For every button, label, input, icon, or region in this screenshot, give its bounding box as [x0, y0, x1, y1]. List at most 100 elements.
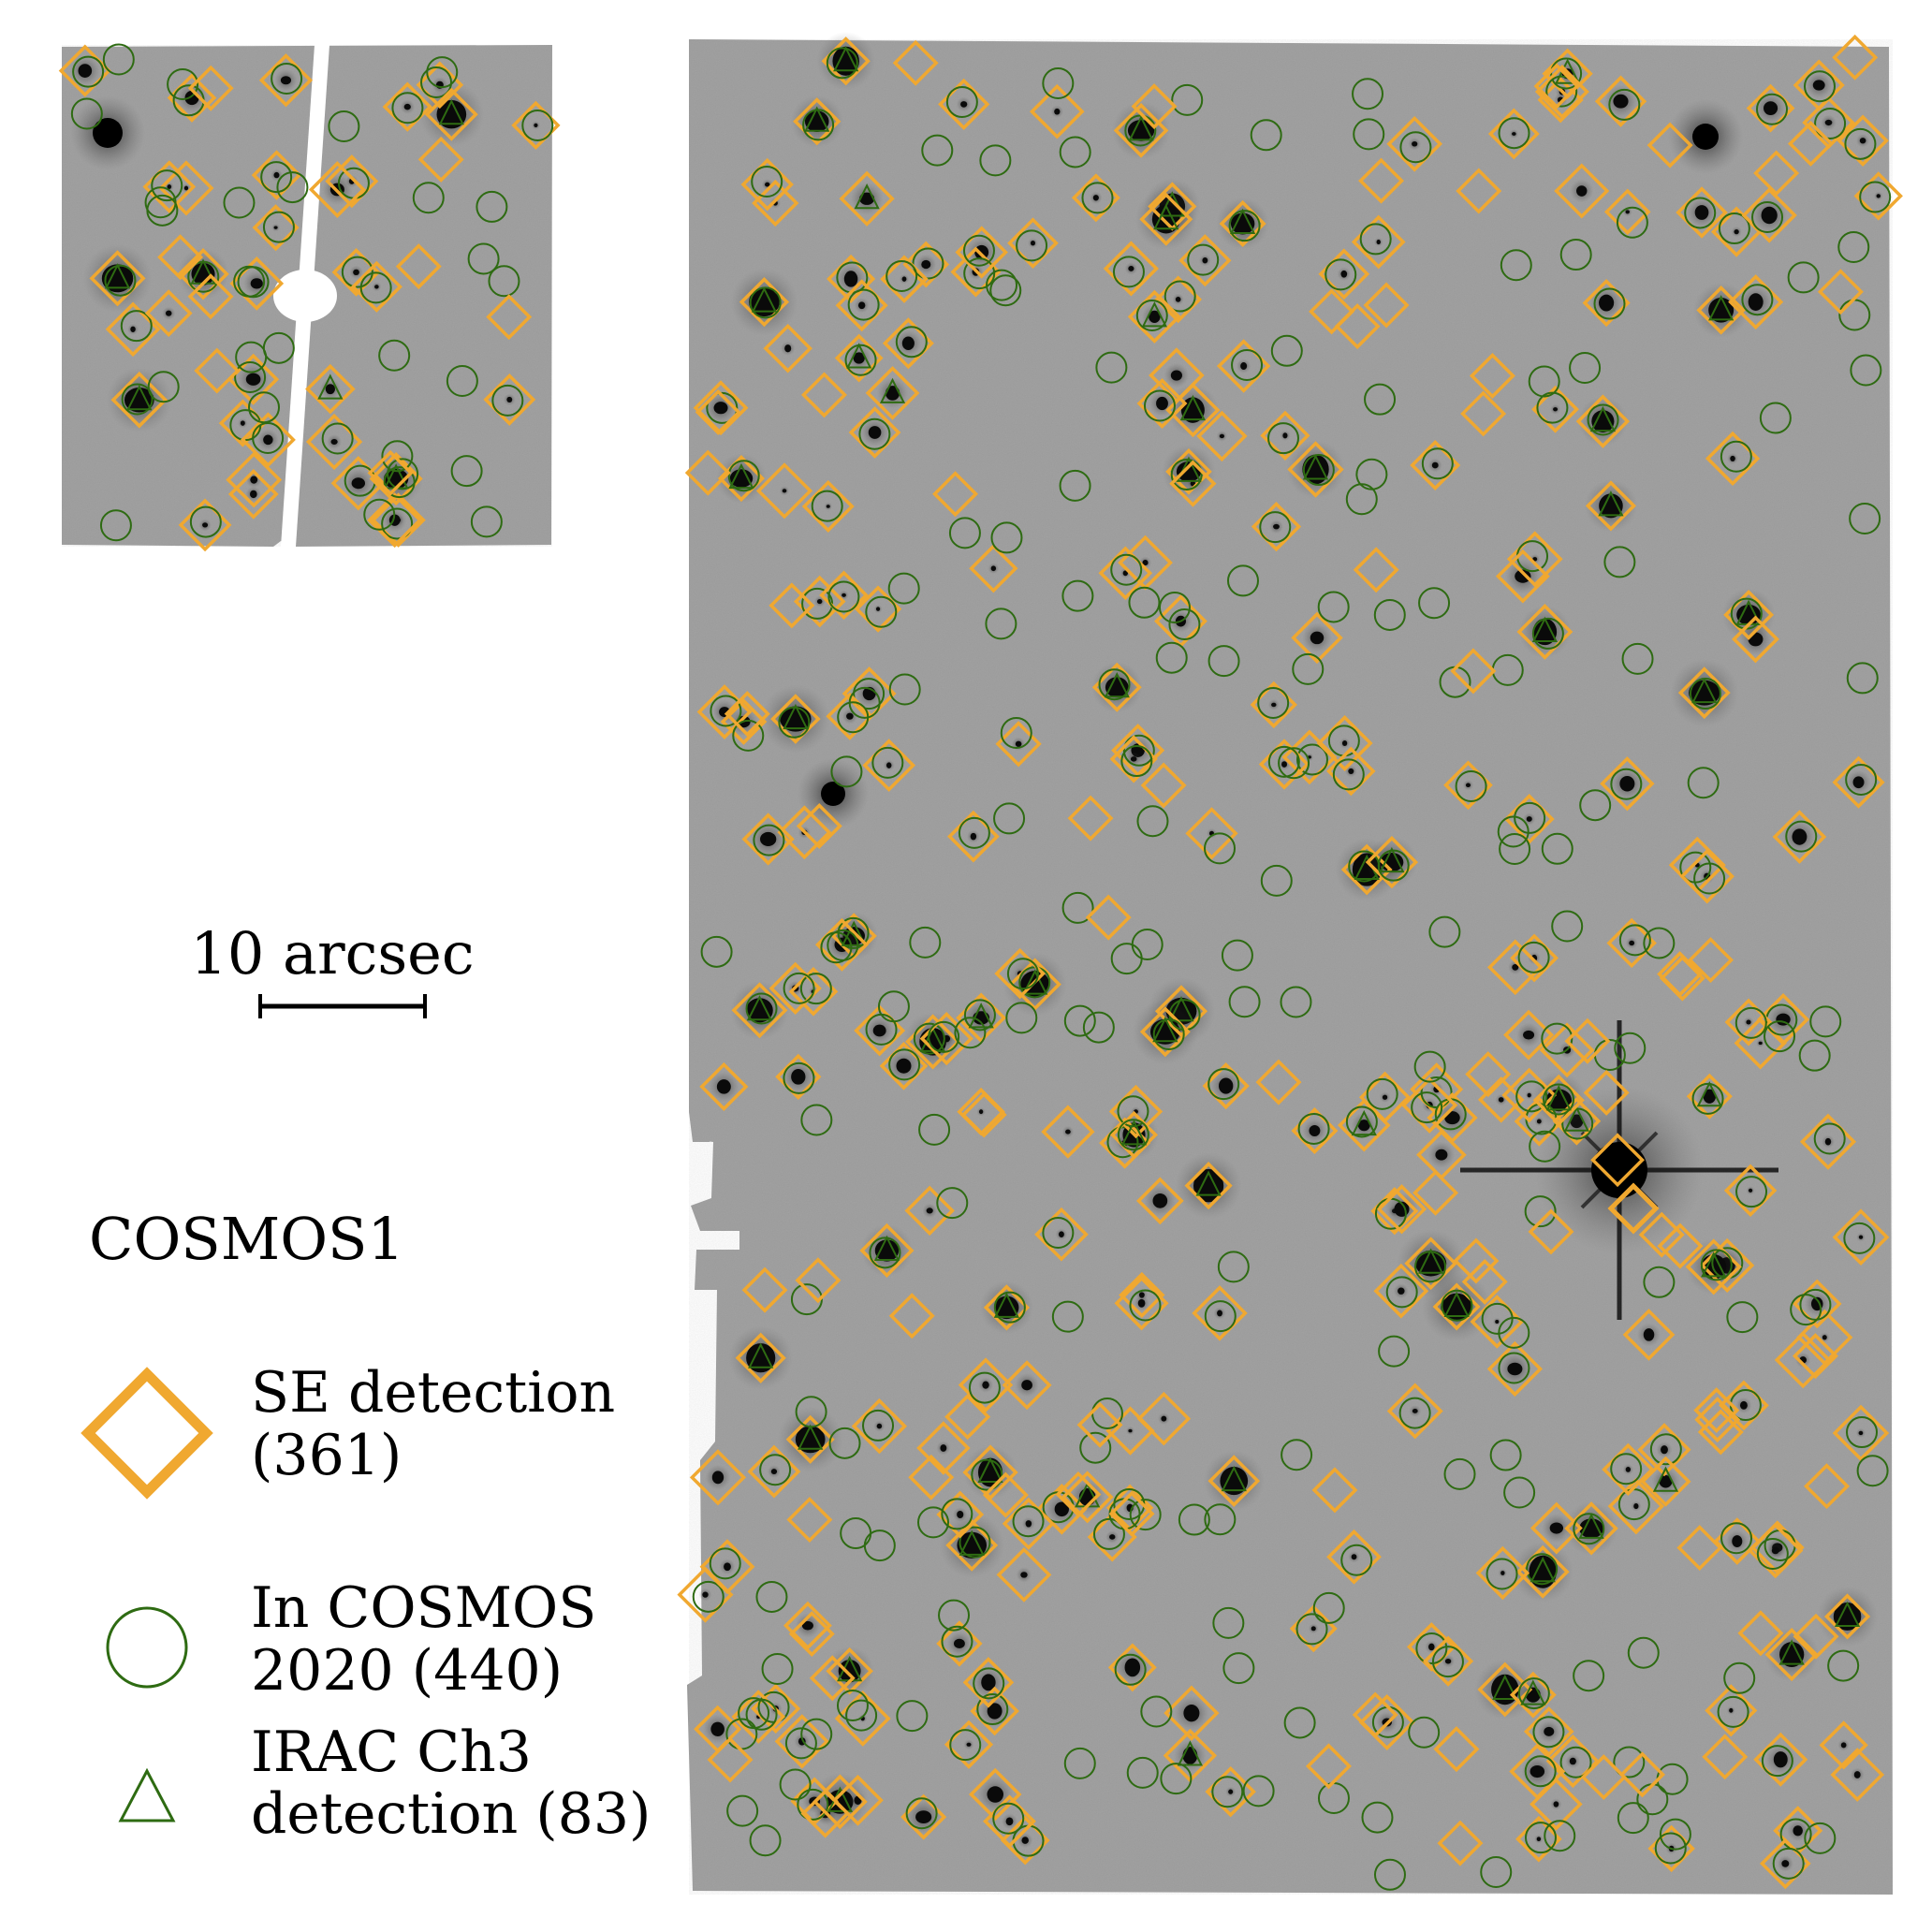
cosmos2020-marker — [102, 43, 135, 76]
cosmos2020-marker — [1541, 1022, 1573, 1055]
se-detection-marker — [1352, 1691, 1398, 1738]
cosmos2020-marker — [692, 1580, 724, 1613]
cosmos2020-marker — [1231, 348, 1264, 381]
source-core — [250, 476, 258, 484]
cosmos2020-marker — [1850, 354, 1882, 387]
se-detection-marker — [1185, 807, 1238, 860]
cosmos2020-marker — [1550, 57, 1583, 90]
source-core — [1736, 604, 1762, 625]
source-core — [1281, 761, 1288, 768]
irac-ch3-marker — [1302, 454, 1329, 480]
cosmos2020-marker — [1443, 1457, 1476, 1490]
source-core — [165, 310, 172, 316]
cosmos2020-marker — [1691, 1082, 1724, 1115]
source-core — [966, 1742, 972, 1747]
se-detection-marker — [1412, 1169, 1459, 1216]
source-core — [1853, 1771, 1861, 1778]
cosmos2020-marker — [795, 1396, 827, 1428]
se-detection-marker — [1694, 1397, 1741, 1443]
cosmos2020-marker — [1158, 591, 1191, 623]
se-detection-marker — [936, 1620, 983, 1667]
cosmos2020-marker — [1128, 586, 1161, 619]
cosmos2020-marker — [1603, 546, 1636, 578]
source-core — [1576, 185, 1588, 197]
se-detection-marker — [1353, 547, 1399, 593]
cosmos2020-marker — [1081, 182, 1114, 214]
source-core — [1444, 1658, 1452, 1664]
cosmos2020-marker — [1610, 768, 1643, 800]
cosmos2020-marker — [1051, 1300, 1084, 1333]
se-detection-marker — [834, 333, 884, 383]
irac-ch3-marker — [1104, 672, 1130, 698]
irac-ch3-marker — [783, 703, 809, 730]
se-detection-marker — [969, 544, 1018, 593]
se-detection-marker — [178, 498, 232, 552]
se-detection-marker — [1764, 1627, 1819, 1682]
source-core — [1689, 680, 1720, 706]
irac-ch3-marker — [1176, 456, 1202, 482]
source-core — [1142, 560, 1149, 566]
irac-ch3-marker — [873, 1235, 900, 1261]
irac-ch3-marker — [1379, 846, 1405, 873]
se-detection-marker — [1423, 1635, 1474, 1687]
source-core — [784, 344, 792, 353]
cosmos2020-marker — [948, 517, 981, 549]
cosmos2020-marker — [1515, 1080, 1548, 1113]
se-detection-marker — [740, 157, 794, 212]
se-detection-marker — [1837, 114, 1889, 168]
cosmos2020-marker — [1849, 502, 1881, 534]
se-detection-marker — [741, 1266, 788, 1313]
se-detection-marker — [1700, 1237, 1755, 1293]
cosmos2020-marker — [1500, 249, 1532, 282]
source-core — [853, 352, 865, 364]
se-detection-marker — [793, 97, 842, 146]
se-detection-marker — [1622, 1309, 1676, 1361]
cosmos2020-marker — [1340, 1544, 1373, 1576]
cosmos2020-marker — [917, 1506, 950, 1539]
se-detection-marker — [785, 1414, 835, 1464]
irac-ch3-marker — [1701, 1251, 1727, 1278]
legend-triangle-icon — [118, 1767, 176, 1822]
cosmos2020-marker — [1844, 127, 1877, 160]
source-core — [1122, 570, 1128, 577]
source-core — [1309, 1125, 1321, 1136]
cosmos2020-marker — [151, 169, 183, 202]
source-core — [1193, 1168, 1224, 1203]
cosmos2020-marker — [749, 286, 782, 319]
se-detection-marker — [1792, 1333, 1838, 1380]
se-detection-marker — [1582, 279, 1631, 328]
se-detection-marker — [227, 469, 279, 520]
cosmos2020-marker — [1312, 1591, 1345, 1624]
se-detection-marker — [851, 1398, 908, 1455]
se-detection-marker — [1819, 1720, 1868, 1770]
irac-ch3-marker — [959, 1530, 985, 1556]
cosmos2020-marker — [936, 1187, 969, 1220]
cosmos2020-marker — [971, 1458, 1003, 1491]
cosmos2020-marker — [1643, 1266, 1676, 1298]
cosmos2020-marker — [1129, 1289, 1162, 1322]
se-detection-marker — [1580, 1754, 1627, 1801]
cosmos2020-marker — [1267, 745, 1300, 778]
source-core — [1764, 101, 1778, 115]
se-detection-marker — [983, 1284, 1031, 1331]
se-detection-marker — [1741, 187, 1797, 243]
source-core — [1758, 1041, 1763, 1046]
se-detection-marker — [1164, 1685, 1220, 1741]
source-core — [1398, 1287, 1405, 1295]
cosmos2020-marker — [912, 247, 944, 280]
irac-ch3-marker — [1834, 1601, 1861, 1627]
se-detection-marker — [695, 388, 741, 435]
source-core — [713, 402, 728, 415]
se-detection-marker — [1679, 849, 1734, 904]
se-detection-marker — [1085, 894, 1132, 941]
se-detection-marker — [1503, 794, 1555, 844]
source-core — [1219, 433, 1225, 439]
cosmos2020-marker — [147, 371, 180, 403]
cosmos2020-marker — [1170, 458, 1203, 490]
source-core — [981, 1674, 996, 1691]
source-core — [926, 1208, 933, 1214]
se-detection-marker — [1365, 835, 1419, 889]
irac-ch3-marker — [1443, 1291, 1470, 1317]
source-core — [1773, 1751, 1788, 1768]
